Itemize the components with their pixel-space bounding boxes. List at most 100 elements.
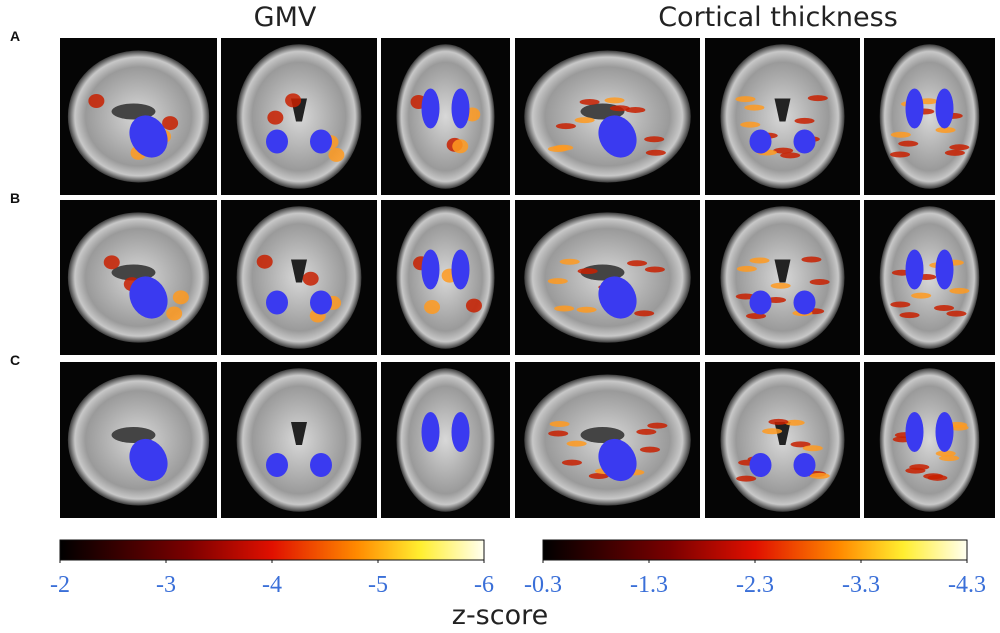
activation (576, 306, 597, 313)
row-label: A (10, 28, 20, 44)
brain-slice (515, 200, 700, 355)
blue-region (129, 438, 168, 482)
activation (172, 290, 189, 305)
ventricle (774, 98, 791, 122)
activation (566, 440, 587, 447)
blue-region (310, 290, 332, 315)
brain (396, 44, 495, 189)
axis-label: z-score (452, 600, 548, 631)
column-title: GMV (254, 2, 317, 33)
blue-region (598, 276, 637, 319)
activation (634, 310, 655, 317)
activation (749, 257, 770, 264)
activation (890, 131, 911, 138)
brain-slice (515, 362, 700, 518)
brain-slice (381, 362, 510, 518)
tick-label: -6 (474, 572, 494, 598)
activation (547, 278, 568, 285)
blue-region (310, 129, 332, 154)
brain-slice (705, 200, 860, 355)
blue-region (129, 115, 168, 158)
activation (780, 152, 801, 159)
activation (809, 472, 830, 479)
tick-label: -2.3 (736, 572, 774, 598)
brain (879, 368, 980, 512)
activation (627, 260, 648, 267)
activation (890, 301, 911, 308)
ventricle (774, 422, 791, 445)
activation (256, 254, 273, 269)
brain-slice (60, 200, 217, 355)
brain (396, 368, 495, 512)
activation (911, 292, 932, 299)
brain-slice (705, 362, 860, 518)
tick-label: -4 (262, 572, 282, 598)
brain (879, 44, 980, 189)
blue-region (451, 249, 470, 290)
activation (735, 96, 756, 103)
tick-label: -1.3 (630, 572, 668, 598)
activation (794, 117, 815, 124)
brain-slice (221, 362, 377, 518)
activation (579, 98, 600, 105)
activation (452, 139, 469, 154)
activation (736, 475, 757, 482)
ventricle (291, 422, 307, 445)
tick-label: -5 (368, 572, 388, 598)
row-label: B (10, 190, 20, 206)
activation (736, 265, 757, 272)
activation (935, 450, 956, 457)
activation (636, 428, 657, 435)
blue-region (905, 249, 924, 290)
activation (588, 473, 609, 480)
activation (285, 93, 302, 108)
tick-label: -0.3 (524, 572, 562, 598)
blue-region (793, 129, 816, 154)
blue-region (451, 412, 470, 452)
brain-slice (515, 38, 700, 195)
activation (770, 282, 791, 289)
brain-panels: A B C (10, 28, 995, 518)
blue-region (421, 88, 440, 129)
blue-region (905, 412, 924, 452)
activation (935, 126, 956, 133)
blue-region (905, 88, 924, 129)
activation (944, 149, 965, 156)
activation (744, 104, 765, 111)
activation (790, 441, 811, 448)
activation (762, 428, 783, 435)
activation (555, 123, 576, 130)
tick-label: -3 (156, 572, 176, 598)
brain-slice (705, 38, 860, 195)
activation (574, 117, 595, 124)
activation (549, 421, 570, 428)
activation (909, 464, 930, 471)
activation (609, 105, 630, 112)
activation (898, 140, 919, 147)
activation (103, 255, 120, 270)
activation (801, 256, 822, 263)
activation (644, 136, 665, 143)
activation (162, 116, 179, 131)
blue-region (793, 290, 816, 315)
activation (927, 474, 948, 481)
activation (328, 147, 345, 162)
activation (934, 305, 955, 312)
blue-region (935, 88, 954, 129)
blue-region (749, 129, 772, 154)
activation (548, 145, 569, 152)
activation (548, 430, 569, 437)
brain-slice (864, 38, 995, 195)
colorbar (59, 539, 485, 561)
tick-label: -2 (50, 572, 70, 598)
blue-region (935, 249, 954, 290)
activation (559, 258, 580, 265)
activation (939, 455, 960, 462)
activation (768, 418, 789, 425)
blue-region (598, 438, 637, 482)
activation (561, 459, 582, 466)
brain-slice (864, 200, 995, 355)
brain-slice (381, 38, 510, 195)
brain-slice (60, 362, 217, 518)
